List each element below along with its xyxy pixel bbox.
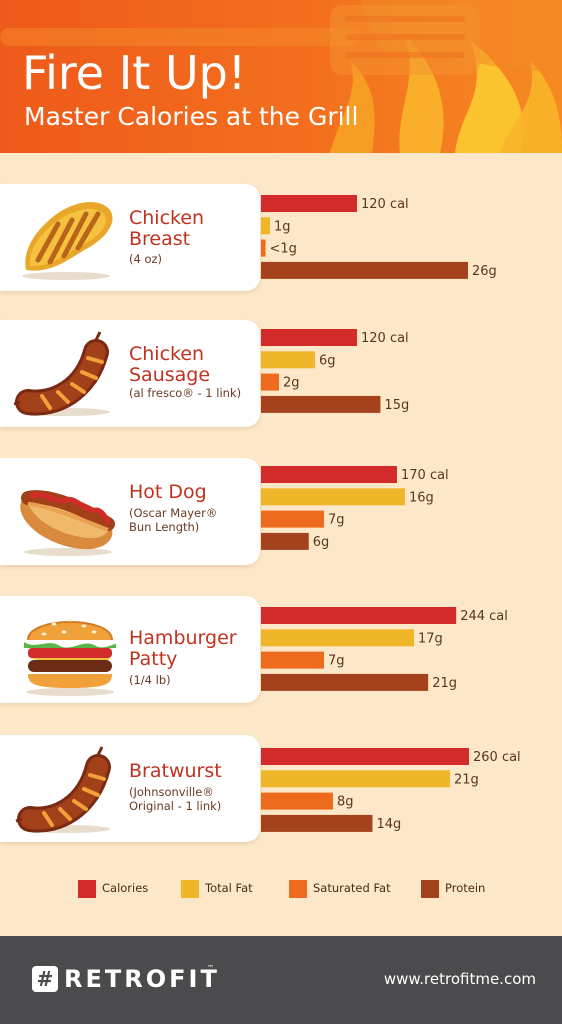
- legend-label: Saturated Fat: [313, 881, 391, 895]
- trademark-symbol: ™: [207, 964, 214, 972]
- data-label-protein: 26g: [472, 264, 497, 279]
- data-label-total-fat: 6g: [319, 353, 336, 368]
- legend-label: Calories: [102, 881, 149, 895]
- food-name: Chicken Sausage: [129, 343, 211, 386]
- data-label-calories: 120 cal: [361, 197, 409, 212]
- food-card-bratwurst: Bratwurst (Johnsonville® Original - 1 lin…: [0, 735, 260, 842]
- bar-total-fat: [261, 770, 450, 788]
- data-label-saturated-fat: 2g: [283, 376, 300, 391]
- data-label-calories: 260 cal: [473, 750, 521, 765]
- data-label-calories: 120 cal: [361, 331, 409, 346]
- bar-protein: [261, 673, 429, 691]
- bar-saturated-fat: [261, 373, 279, 391]
- bar-total-fat: [261, 629, 414, 647]
- data-label-protein: 21g: [432, 676, 457, 691]
- bar-protein: [261, 261, 468, 279]
- legend-swatch: [421, 880, 439, 898]
- bar-saturated-fat: [261, 792, 333, 810]
- brand-name: RETROFIT: [64, 965, 220, 993]
- bar-total-fat: [261, 488, 405, 506]
- food-serving-note: (4 oz): [129, 252, 163, 266]
- data-label-saturated-fat: 7g: [328, 654, 345, 669]
- grilled-chicken-breast-icon: [22, 202, 113, 280]
- data-label-saturated-fat: 8g: [337, 795, 354, 810]
- page-title: Fire It Up!: [22, 46, 247, 100]
- chicken-sausage-icon: [14, 331, 110, 416]
- bar-calories: [261, 195, 357, 212]
- data-label-protein: 15g: [384, 398, 409, 413]
- header-banner: Fire It Up! Master Calories at the Grill: [0, 0, 562, 153]
- bar-protein: [261, 395, 381, 413]
- food-serving-note: (1/4 lb): [129, 673, 171, 687]
- legend-swatch: [181, 880, 199, 898]
- legend-swatch: [289, 880, 307, 898]
- data-label-saturated-fat: <1g: [270, 242, 297, 257]
- bar-calories: [261, 466, 397, 483]
- data-label-calories: 170 cal: [401, 468, 449, 483]
- food-name: Bratwurst: [129, 760, 222, 782]
- food-card-chicken-breast: Chicken Breast (4 oz): [0, 184, 260, 291]
- food-name: Hamburger Patty (1/4 lb): [129, 628, 237, 691]
- legend-label: Total Fat: [205, 881, 253, 895]
- food-serving-note: (Johnsonville® Original - 1 link): [129, 785, 222, 813]
- bar-protein: [261, 532, 309, 550]
- hamburger-icon: [24, 618, 116, 696]
- food-name: Chicken Breast: [129, 207, 205, 250]
- legend-swatch: [78, 880, 96, 898]
- data-label-calories: 244 cal: [460, 609, 508, 624]
- page-subtitle: Master Calories at the Grill: [24, 102, 359, 131]
- bar-saturated-fat: [261, 239, 266, 257]
- bar-calories: [261, 329, 357, 346]
- chart-legend: Calories Total Fat Saturated Fat Protein: [78, 878, 548, 900]
- flame-spatula-decoration: [0, 0, 562, 153]
- data-label-total-fat: 16g: [409, 490, 434, 505]
- bar-saturated-fat: [261, 510, 324, 528]
- food-card-chicken-sausage: Chicken Sausage (al fresco® - 1 link): [0, 320, 260, 427]
- food-serving-note: (al fresco® - 1 link): [129, 386, 242, 400]
- food-serving-note: (Oscar Mayer® Bun Length): [129, 506, 218, 534]
- bar-saturated-fat: [261, 651, 324, 669]
- data-label-protein: 6g: [313, 535, 330, 550]
- food-card-hamburger-patty: Hamburger Patty (1/4 lb): [0, 596, 260, 703]
- bar-calories: [261, 748, 469, 765]
- legend-label: Protein: [445, 881, 486, 895]
- data-label-saturated-fat: 7g: [328, 513, 345, 528]
- data-label-total-fat: 1g: [274, 219, 291, 234]
- data-label-total-fat: 17g: [418, 631, 443, 646]
- bratwurst-icon: [15, 746, 111, 833]
- bar-protein: [261, 814, 373, 832]
- data-label-total-fat: 21g: [454, 772, 479, 787]
- bar-total-fat: [261, 351, 315, 369]
- hash-icon: #: [32, 966, 58, 992]
- data-label-protein: 14g: [376, 817, 401, 832]
- bar-total-fat: [261, 217, 270, 235]
- footer: # RETROFIT ™ www.retrofitme.com: [0, 936, 562, 1024]
- food-name: Hot Dog: [129, 481, 207, 503]
- nutrition-bar-chart: 120 cal 120 cal 170 cal 244 cal 260 cal 1g 6g 1…: [261, 195, 521, 832]
- hot-dog-icon: [20, 490, 115, 556]
- website-url[interactable]: www.retrofitme.com: [383, 970, 536, 988]
- food-card-hot-dog: Hot Dog (Oscar Mayer® Bun Length): [0, 458, 260, 565]
- bar-calories: [261, 607, 457, 624]
